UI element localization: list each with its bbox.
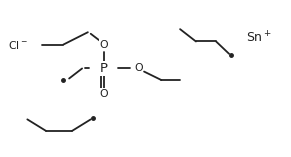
Text: Sn$^+$: Sn$^+$ [246, 31, 272, 46]
Text: O: O [134, 63, 143, 73]
Text: Cl$^-$: Cl$^-$ [8, 39, 27, 51]
Text: P: P [100, 62, 108, 75]
Text: O: O [100, 40, 108, 50]
Text: O: O [100, 89, 108, 99]
